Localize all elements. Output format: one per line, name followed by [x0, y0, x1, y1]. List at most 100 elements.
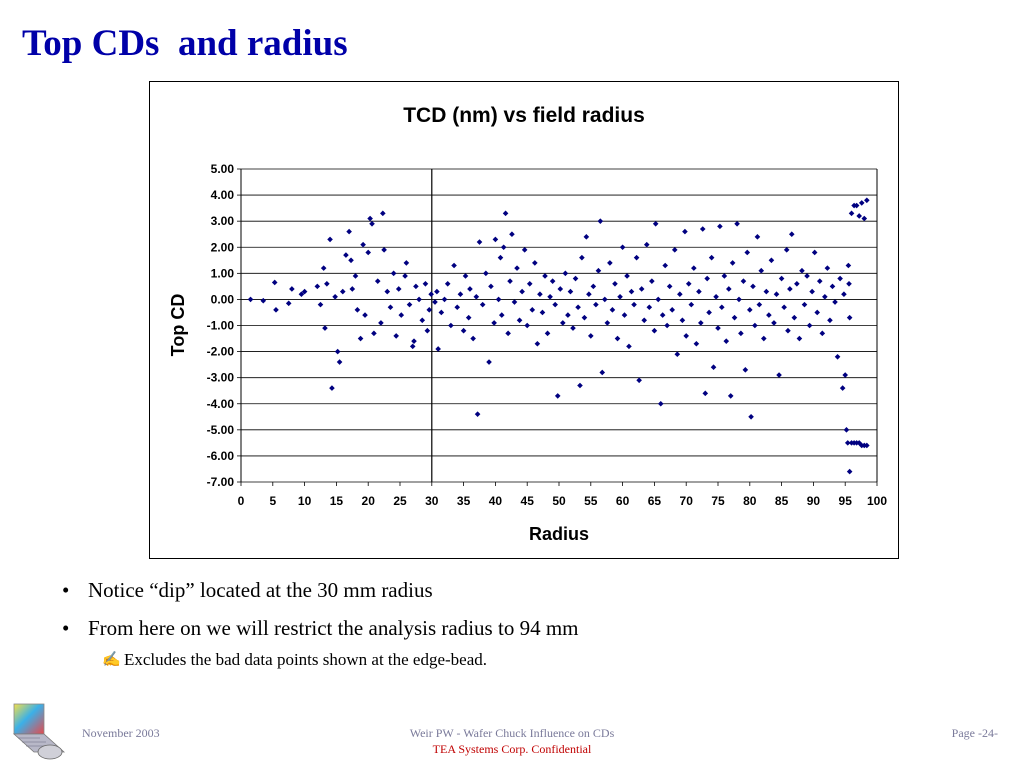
x-tick-label: 55 — [584, 494, 598, 508]
data-point — [791, 314, 798, 321]
data-point — [575, 304, 581, 311]
data-point — [856, 213, 862, 219]
data-point — [426, 307, 433, 313]
data-point — [604, 320, 611, 326]
x-tick-label: 100 — [867, 494, 887, 508]
footer-confidential: TEA Systems Corp. Confidential — [432, 742, 592, 756]
y-tick-label: 4.00 — [211, 188, 235, 202]
footer-presentation-title: Weir PW - Wafer Chuck Influence on CDs — [409, 726, 615, 740]
tick-labels: 5.00 4.00 3.00 2.00 1.00 0.00 -1.00 -2.00 -3.00 -… — [207, 162, 888, 508]
data-point — [498, 312, 505, 318]
data-point — [495, 296, 502, 303]
data-point — [577, 382, 583, 389]
data-point — [457, 291, 464, 297]
sub-bullet-text: Excludes the bad data points shown at th… — [124, 650, 488, 669]
data-point — [776, 372, 782, 378]
y-tick-label: 5.00 — [211, 162, 235, 176]
data-point — [465, 314, 472, 321]
data-point — [502, 210, 509, 217]
footer-page-number: Page -24- — [951, 726, 998, 740]
data-point — [532, 260, 538, 266]
data-point — [717, 223, 723, 230]
data-point — [628, 288, 635, 295]
data-point — [537, 291, 543, 297]
y-tick-label: -6.00 — [207, 449, 235, 463]
data-point — [534, 340, 541, 347]
data-point — [734, 220, 740, 227]
data-point — [474, 411, 481, 417]
data-point — [773, 291, 780, 297]
data-point — [317, 301, 324, 308]
data-point — [829, 283, 836, 290]
data-point — [579, 254, 585, 261]
data-point — [822, 294, 828, 300]
data-point — [500, 244, 507, 251]
data-point — [403, 260, 410, 266]
data-point — [679, 317, 686, 324]
data-point — [322, 325, 328, 331]
data-point — [706, 309, 712, 316]
data-point — [434, 288, 440, 295]
data-point — [748, 413, 754, 420]
x-tick-label: 70 — [680, 494, 694, 508]
data-point — [744, 249, 751, 256]
data-point — [685, 280, 692, 287]
data-point — [655, 296, 662, 303]
y-tick-label: -1.00 — [207, 319, 235, 333]
data-point — [614, 335, 621, 342]
data-point — [529, 307, 536, 313]
data-point — [413, 283, 419, 290]
data-point — [519, 288, 525, 295]
data-point — [750, 283, 756, 290]
data-point — [583, 234, 590, 240]
data-point — [763, 288, 770, 295]
data-point — [827, 317, 833, 324]
data-point — [565, 312, 571, 318]
data-point — [524, 322, 530, 329]
data-point — [674, 351, 681, 357]
data-point — [411, 338, 417, 344]
data-point — [360, 241, 366, 248]
data-point — [448, 322, 454, 329]
data-point — [320, 265, 327, 271]
data-point — [760, 335, 767, 342]
y-tick-label: -2.00 — [207, 345, 235, 359]
data-point — [624, 273, 630, 279]
data-point — [768, 257, 775, 264]
x-tick-label: 80 — [743, 494, 757, 508]
y-tick-label: 2.00 — [211, 240, 235, 254]
bullet-marker: • — [62, 616, 70, 640]
data-point — [409, 343, 416, 350]
data-point — [834, 354, 841, 360]
x-axis-label: Radius — [529, 524, 589, 544]
data-point — [586, 291, 592, 297]
chart-frame: TCD (nm) vs field radius Top CD Radius 5… — [149, 81, 899, 559]
data-point — [354, 307, 361, 313]
data-point — [778, 275, 785, 282]
data-point — [708, 254, 715, 261]
data-point — [349, 286, 356, 292]
data-point — [659, 312, 666, 318]
x-tick-label: 0 — [238, 494, 245, 508]
data-point — [590, 283, 597, 290]
data-point — [646, 304, 653, 311]
data-point — [416, 296, 422, 303]
data-point — [419, 317, 426, 324]
data-point — [801, 301, 808, 308]
data-point — [298, 291, 305, 297]
data-point — [422, 280, 429, 287]
x-tick-label: 75 — [711, 494, 725, 508]
data-point — [742, 367, 749, 373]
data-point — [505, 330, 511, 337]
data-point — [381, 247, 387, 253]
data-point — [641, 317, 648, 324]
data-point — [856, 440, 862, 446]
data-point — [367, 215, 373, 222]
data-point — [593, 301, 599, 308]
x-tick-label: 85 — [775, 494, 789, 508]
data-point — [247, 296, 254, 303]
data-point — [332, 294, 338, 300]
y-axis-label: Top CD — [168, 294, 188, 357]
data-point — [599, 369, 606, 376]
data-point — [704, 275, 710, 282]
